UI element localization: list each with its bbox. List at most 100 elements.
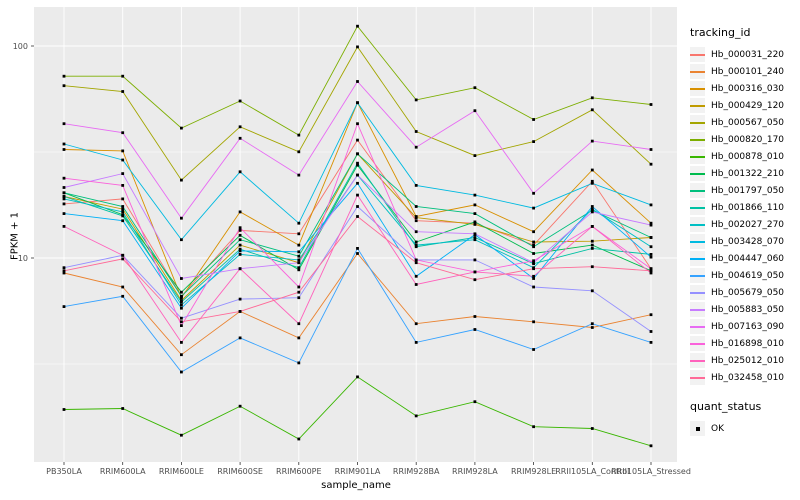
data-point	[62, 266, 66, 270]
data-point	[532, 277, 535, 280]
data-point	[297, 221, 301, 225]
data-point	[62, 197, 66, 201]
legend-item-Hb_032458_010: Hb_032458_010	[690, 369, 798, 386]
x-tick-label: RRIM600SE	[217, 467, 263, 476]
y-tick-label: 10	[18, 254, 28, 263]
legend-item-Hb_000316_030: Hb_000316_030	[690, 80, 798, 97]
data-point	[414, 145, 418, 149]
legend-key	[690, 370, 705, 385]
data-point	[532, 140, 535, 143]
data-point	[473, 278, 477, 282]
data-point	[121, 219, 125, 223]
data-point	[414, 341, 418, 344]
data-point	[649, 267, 653, 271]
data-point	[180, 277, 183, 280]
data-point	[238, 229, 242, 232]
data-point	[180, 353, 183, 357]
legend-label: Hb_001866_110	[711, 202, 785, 213]
data-point	[532, 274, 535, 278]
data-point	[180, 299, 183, 302]
data-point	[532, 252, 535, 255]
legend-label: Hb_007163_090	[711, 321, 785, 332]
data-point	[473, 315, 477, 318]
legend-key	[690, 268, 705, 283]
data-point	[590, 168, 594, 172]
data-point	[121, 253, 125, 257]
legend-item-quant-ok: OK	[690, 420, 798, 437]
data-point	[180, 126, 183, 130]
data-point	[121, 205, 125, 208]
quant-ok-key	[690, 421, 705, 436]
data-point	[532, 259, 535, 263]
data-point	[297, 437, 301, 441]
legend-key	[690, 81, 705, 96]
data-point	[180, 216, 183, 220]
data-point	[180, 370, 183, 374]
data-point	[297, 285, 301, 289]
legend-label: Hb_016898_010	[711, 338, 785, 349]
data-point	[532, 206, 535, 210]
data-point	[238, 297, 242, 301]
data-point	[297, 268, 301, 272]
data-point	[414, 230, 418, 234]
data-point	[297, 290, 301, 294]
x-tick-label: RRIM928BA	[393, 467, 440, 476]
data-point	[414, 98, 418, 102]
legend-key	[690, 115, 705, 130]
data-point	[356, 45, 359, 49]
data-point	[62, 202, 66, 206]
data-point	[121, 172, 125, 175]
legend-line-icon	[690, 240, 705, 243]
legend-item-Hb_007163_090: Hb_007163_090	[690, 318, 798, 335]
legend-label: Hb_005679_050	[711, 287, 785, 298]
data-point	[473, 223, 477, 226]
data-point	[473, 154, 477, 157]
data-point	[180, 294, 183, 298]
legend-label: Hb_000567_050	[711, 117, 785, 128]
data-point	[649, 313, 653, 317]
data-point	[356, 181, 359, 185]
legend-line-icon	[690, 223, 705, 226]
data-point	[649, 236, 653, 239]
data-point	[297, 336, 301, 340]
legend-line-icon	[690, 189, 705, 192]
x-tick-label: RRIM600LA	[100, 467, 146, 476]
data-point	[532, 425, 535, 429]
data-point	[238, 226, 242, 230]
data-point	[532, 285, 535, 289]
data-point	[590, 108, 594, 112]
data-point	[414, 243, 418, 247]
data-point	[121, 131, 125, 135]
legend-line-icon	[690, 359, 705, 362]
data-point	[356, 247, 359, 250]
data-point	[414, 283, 418, 286]
data-point	[180, 316, 183, 320]
data-point	[180, 300, 183, 304]
data-point	[297, 250, 301, 254]
data-point	[356, 163, 359, 167]
data-point	[297, 254, 301, 258]
data-point	[62, 408, 66, 411]
legend-label: Hb_001322_210	[711, 168, 785, 179]
data-point	[590, 181, 594, 185]
legend-line-icon	[690, 138, 705, 141]
legend-title-quant-status: quant_status	[690, 400, 762, 413]
data-point	[356, 205, 359, 208]
data-point	[238, 125, 242, 129]
data-point	[590, 247, 594, 250]
data-point	[532, 320, 535, 324]
legend-line-icon	[690, 308, 705, 311]
legend-item-Hb_000101_240: Hb_000101_240	[690, 63, 798, 80]
data-point	[356, 122, 359, 126]
data-point	[121, 74, 125, 78]
data-point	[590, 427, 594, 430]
data-point	[238, 336, 242, 340]
data-point	[62, 269, 66, 273]
x-tick-label: RRIM928LA	[452, 467, 498, 476]
data-point	[590, 239, 594, 243]
legend-item-Hb_001797_050: Hb_001797_050	[690, 182, 798, 199]
legend-key	[690, 336, 705, 351]
legend-item-Hb_000031_220: Hb_000031_220	[690, 46, 798, 63]
legend-key	[690, 47, 705, 62]
data-point	[297, 133, 301, 137]
